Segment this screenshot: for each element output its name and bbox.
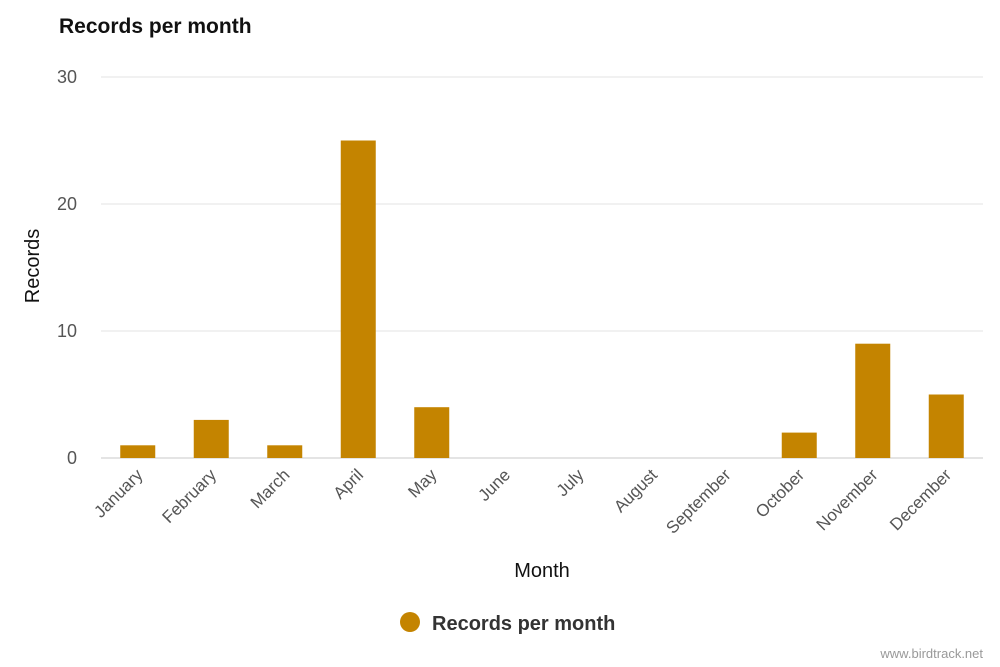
y-tick-label: 20	[57, 194, 77, 214]
x-tick-label: February	[159, 465, 221, 527]
x-tick-label: April	[330, 465, 367, 502]
y-tick-label: 0	[67, 448, 77, 468]
y-axis-ticks: 0 10 20 30	[57, 67, 77, 468]
x-tick-label: November	[813, 465, 882, 534]
bar-november[interactable]	[855, 343, 891, 458]
legend-label[interactable]: Records per month	[432, 613, 615, 635]
x-tick-label: March	[247, 465, 294, 512]
chart-title: Records per month	[59, 15, 252, 38]
x-tick-label: January	[90, 465, 147, 522]
grid	[101, 76, 983, 459]
credit-link[interactable]: www.birdtrack.net	[879, 646, 983, 661]
x-tick-label: June	[475, 465, 515, 505]
x-tick-label: October	[752, 465, 808, 521]
legend[interactable]: Records per month	[400, 612, 615, 635]
x-axis-title: Month	[514, 560, 570, 582]
bar-january[interactable]	[120, 445, 156, 458]
y-tick-label: 10	[57, 321, 77, 341]
bar-april[interactable]	[340, 140, 376, 459]
bars	[120, 140, 964, 459]
bar-may[interactable]	[414, 407, 450, 458]
bar-february[interactable]	[193, 419, 229, 458]
x-tick-label: July	[553, 465, 588, 500]
x-tick-label: May	[404, 465, 440, 501]
x-tick-label: August	[610, 465, 661, 516]
x-tick-label: September	[662, 465, 734, 537]
y-axis-title: Records	[22, 229, 44, 303]
y-tick-label: 30	[57, 67, 77, 87]
x-tick-label: December	[886, 465, 955, 534]
bar-october[interactable]	[781, 432, 817, 458]
legend-marker	[400, 612, 420, 632]
x-axis-ticks: January February March April May June July Augu…	[90, 465, 955, 538]
bar-december[interactable]	[928, 394, 964, 459]
bar-march[interactable]	[267, 445, 303, 458]
